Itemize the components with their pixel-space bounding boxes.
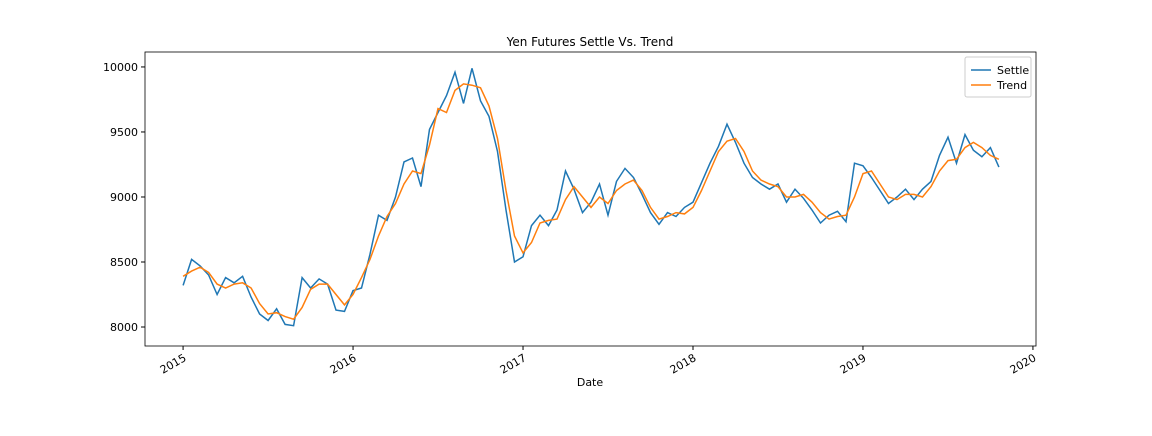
legend-label: Trend bbox=[996, 79, 1027, 92]
y-tick-label: 9000 bbox=[110, 191, 138, 204]
x-tick-label: 2019 bbox=[838, 351, 869, 376]
y-tick-label: 8500 bbox=[110, 256, 138, 269]
x-tick-label: 2015 bbox=[158, 351, 189, 376]
series-line bbox=[182, 68, 1000, 327]
x-tick-label: 2018 bbox=[668, 351, 699, 376]
x-axis-label: Date bbox=[577, 376, 604, 389]
y-tick-label: 8000 bbox=[110, 321, 138, 334]
plot-frame bbox=[144, 51, 1037, 347]
x-tick-label: 2017 bbox=[498, 351, 529, 376]
chart-title: Yen Futures Settle Vs. Trend bbox=[506, 35, 674, 49]
x-tick-label: 2020 bbox=[1008, 351, 1039, 376]
legend-label: Settle bbox=[997, 64, 1029, 77]
x-tick-label: 2016 bbox=[328, 351, 359, 376]
y-tick-label: 10000 bbox=[103, 61, 138, 74]
y-tick-label: 9500 bbox=[110, 126, 138, 139]
legend-box bbox=[964, 56, 1032, 98]
series-line bbox=[182, 83, 1000, 321]
